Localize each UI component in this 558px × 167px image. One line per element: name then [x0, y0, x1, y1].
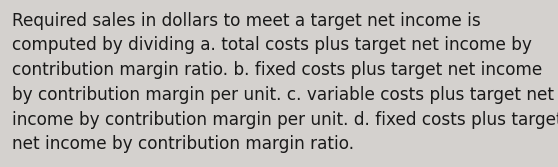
Text: computed by dividing a. total costs plus target net income by: computed by dividing a. total costs plus…	[12, 36, 532, 54]
Text: Required sales in dollars to meet a target net income is: Required sales in dollars to meet a targ…	[12, 12, 481, 30]
Text: contribution margin ratio. b. fixed costs plus target net income: contribution margin ratio. b. fixed cost…	[12, 61, 542, 79]
Text: income by contribution margin per unit. d. fixed costs plus target: income by contribution margin per unit. …	[12, 111, 558, 129]
Text: by contribution margin per unit. c. variable costs plus target net: by contribution margin per unit. c. vari…	[12, 86, 554, 104]
Text: net income by contribution margin ratio.: net income by contribution margin ratio.	[12, 135, 354, 153]
